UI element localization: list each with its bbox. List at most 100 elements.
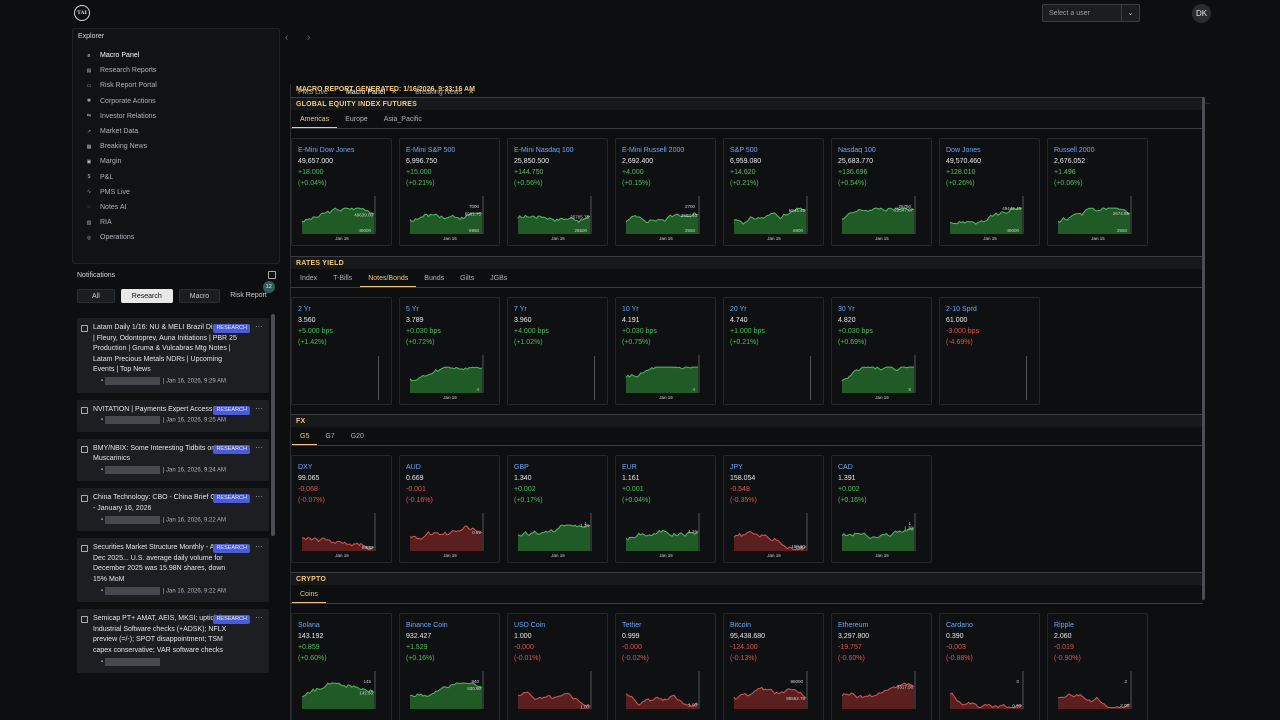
instrument-tile[interactable]: S&P 500 6,959.080 +14.620 (+0.21%) 6944.46 69… [723,138,824,246]
instrument-name[interactable]: E-Mini Dow Jones [298,147,355,154]
sidebar-item-margin[interactable]: ▣ Margin [85,154,157,169]
section-tab-gilts[interactable]: Gilts [460,275,475,282]
instrument-name[interactable]: Russell 2000 [1054,147,1095,154]
instrument-tile[interactable]: EUR 1.161 +0.001 (+0.04%) 1.16 Jan 16 [615,455,716,563]
more-options-icon[interactable]: ··· [255,442,263,452]
instrument-tile[interactable]: 5 Yr 3.789 +0.030 bps (+0.72%) 4 Jan 16 [399,297,500,405]
instrument-tile[interactable]: 10 Yr 4.191 +0.030 bps (+0.75%) 4 Jan 16 [615,297,716,405]
sidebar-item-ria[interactable]: ▥ RIA [85,215,157,230]
more-options-icon[interactable]: ··· [255,322,263,331]
sidebar-item-operations[interactable]: ◎ Operations [85,230,157,245]
instrument-name[interactable]: 5 Yr [406,306,419,313]
notification-card[interactable]: RESEARCH ··· China Technology: CBO - China… [77,488,269,532]
notifications-scrollbar[interactable] [271,314,275,536]
instrument-name[interactable]: 10 Yr [622,306,639,313]
instrument-name[interactable]: EUR [622,464,637,471]
sidebar-item-notes-ai[interactable]: ◌ Notes AI [85,200,157,215]
more-options-icon[interactable]: ··· [255,492,263,502]
instrument-name[interactable]: E-Mini S&P 500 [406,147,456,154]
instrument-tile[interactable]: Dow Jones 49,570.460 +128.010 (+0.26%) 49442… [939,138,1040,246]
instrument-name[interactable]: Tether [622,622,642,629]
back-arrow-icon[interactable]: ‹ [285,32,289,43]
instrument-tile[interactable]: 30 Yr 4.820 +0.030 bps (+0.69%) 5 Jan 16 [831,297,932,405]
notification-card[interactable]: RESEARCH ··· NVITATION | Payments Expert A… [77,399,269,432]
sidebar-item-market-data[interactable]: ↗ Market Data [85,124,157,139]
notification-card[interactable]: RESEARCH ··· Semicap PT+ AMAT, AEIS, MKSI;… [77,609,269,674]
instrument-tile[interactable]: Cardano 0.390 -0.003 (-0.88%) 0.39 0 [939,613,1040,720]
instrument-tile[interactable]: Solana 143.192 +0.859 (+0.60%) 142.33 145 [291,613,392,720]
instrument-tile[interactable]: AUD 0.669 -0.001 (-0.16%) 0.67 Jan 16 [399,455,500,563]
notification-card[interactable]: RESEARCH ··· BMY/NBIX: Some Interesting Ti… [77,438,269,482]
sidebar-item-p-l[interactable]: $ P&L [85,170,157,185]
instrument-name[interactable]: Dow Jones [946,147,981,154]
instrument-name[interactable]: USD Coin [514,622,546,629]
tab-pms-live[interactable]: PMS Live [289,82,337,103]
instrument-name[interactable]: AUD [406,464,421,471]
instrument-tile[interactable]: CAD 1.391 +0.002 (+0.16%) 1.39 1 Jan 16 [831,455,932,563]
instrument-tile[interactable]: Ripple 2.060 -0.019 (-0.90%) 2.08 2 [1047,613,1148,720]
instrument-name[interactable]: S&P 500 [730,147,758,154]
sidebar-item-risk-report-portal[interactable]: ▭ Risk Report Portal [85,78,157,93]
instrument-name[interactable]: 2 Yr [298,306,311,313]
instrument-tile[interactable]: 2-10 Sprd 61.000 -3.000 bps (-4.69%) [939,297,1040,405]
sidebar-item-corporate-actions[interactable]: ✱ Corporate Actions [85,94,157,109]
section-tab-t-bills[interactable]: T-Bills [333,275,353,282]
macro-scrollbar[interactable] [1202,97,1205,600]
instrument-name[interactable]: JPY [730,464,743,471]
section-tab-g5[interactable]: G5 [292,427,318,445]
sidebar-item-pms-live[interactable]: ∿ PMS Live [85,185,157,200]
sidebar-item-research-reports[interactable]: ▤ Research Reports [85,63,157,78]
close-icon[interactable]: ✕ [468,89,475,96]
instrument-tile[interactable]: 7 Yr 3.960 +4.000 bps (+1.02%) [507,297,608,405]
instrument-tile[interactable]: DXY 99.065 -0.068 (-0.07%) 99.13 99 Jan 16 [291,455,392,563]
instrument-name[interactable]: DXY [298,464,313,471]
instrument-name[interactable]: Binance Coin [406,622,448,629]
instrument-tile[interactable]: 20 Yr 4.740 +1.000 bps (+0.21%) [723,297,824,405]
instrument-name[interactable]: Ethereum [838,622,869,629]
chevron-down-icon[interactable]: ⌄ [1121,5,1139,21]
instrument-tile[interactable]: JPY 158.054 -0.548 (-0.35%) 158.60 158 Jan 16 [723,455,824,563]
instrument-name[interactable]: E-Mini Russell 2000 [622,147,685,154]
tab-breaking-news[interactable]: Breaking News ✕ [406,82,483,103]
instrument-tile[interactable]: Ethereum 3,297.800 -19.757 (-0.60%) 3317.56 [831,613,932,720]
instrument-tile[interactable]: E-Mini Dow Jones 49,657.000 +18.000 (+0.04%… [291,138,392,246]
section-tab-notes-bonds[interactable]: Notes/Bonds [360,269,417,287]
section-tab-g7[interactable]: G7 [325,433,335,440]
notification-card[interactable]: RESEARCH ··· Latam Daily 1/16: NU & MELI B… [77,318,269,393]
sidebar-item-breaking-news[interactable]: ▦ Breaking News [85,139,157,154]
expand-icon[interactable] [268,271,276,279]
filter-macro[interactable]: Macro [178,289,221,303]
instrument-tile[interactable]: Binance Coin 932.427 +1.529 (+0.16%) 930.90 9… [399,613,500,720]
instrument-tile[interactable]: Bitcoin 95,438.680 -124.100 (-0.13%) 95562.7… [723,613,824,720]
instrument-name[interactable]: Bitcoin [730,622,752,629]
notification-card[interactable]: RESEARCH ··· Securities Market Structure M… [77,538,269,603]
section-tab-asia-pacific[interactable]: Asia_Pacific [383,116,422,123]
section-tab-europe[interactable]: Europe [345,116,368,123]
instrument-tile[interactable]: Russell 2000 2,676.052 +1.496 (+0.06%) 2674.… [1047,138,1148,246]
more-options-icon[interactable]: ··· [255,403,263,413]
instrument-tile[interactable]: 2 Yr 3.560 +5.000 bps (+1.42%) [291,297,392,405]
instrument-name[interactable]: 2-10 Sprd [946,306,977,313]
section-tab-americas[interactable]: Americas [292,110,338,128]
instrument-tile[interactable]: E-Mini Nasdaq 100 25,850.500 +144.750 (+0.5… [507,138,608,246]
close-icon[interactable]: ✕ [391,89,398,96]
instrument-name[interactable]: Nasdaq 100 [838,147,876,154]
more-options-icon[interactable]: ··· [255,613,263,623]
instrument-name[interactable]: CAD [838,464,853,471]
instrument-name[interactable]: 30 Yr [838,306,855,313]
section-tab-jgbs[interactable]: JGBs [490,275,508,282]
sidebar-item-macro-panel[interactable]: ≡ Macro Panel [85,48,157,63]
instrument-tile[interactable]: USD Coin 1.000 -0.000 (-0.01%) 1.00 [507,613,608,720]
instrument-tile[interactable]: Nasdaq 100 25,683.770 +136.696 (+0.54%) 2554… [831,138,932,246]
forward-arrow-icon[interactable]: › [307,32,311,43]
instrument-name[interactable]: Cardano [946,622,973,629]
instrument-tile[interactable]: E-Mini S&P 500 6,996.750 +15.000 (+0.21%) 69… [399,138,500,246]
user-select[interactable]: Select a user ⌄ [1042,4,1140,22]
instrument-tile[interactable]: Tether 0.999 -0.000 (-0.02%) 1.00 [615,613,716,720]
section-tab-g20[interactable]: G20 [350,433,364,440]
instrument-tile[interactable]: GBP 1.340 +0.002 (+0.17%) 1.34 1 Jan 16 [507,455,608,563]
instrument-name[interactable]: 7 Yr [514,306,527,313]
filter-risk-report[interactable]: Risk Report 12 [226,281,275,303]
filter-research[interactable]: Research [120,289,173,303]
instrument-tile[interactable]: E-Mini Russell 2000 2,692.400 +4.000 (+0.15… [615,138,716,246]
